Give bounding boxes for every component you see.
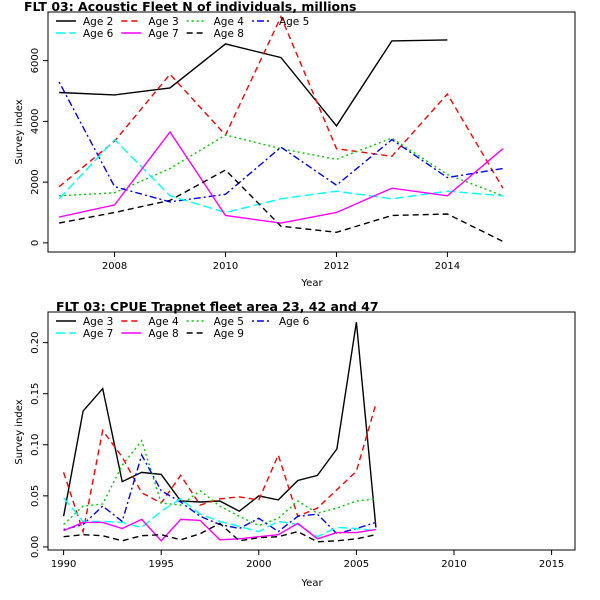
plot-area (47, 311, 576, 551)
plot-area (47, 11, 576, 253)
legend-label: Age 8 (148, 328, 178, 340)
y-tick-label: 4000 (30, 109, 41, 134)
x-tick-label: 1990 (51, 559, 76, 570)
series-line-age-8 (58, 169, 504, 243)
x-tick-label: 2014 (435, 261, 460, 272)
series-line-age-3 (62, 322, 377, 528)
x-tick-label: 2008 (102, 261, 127, 272)
x-axis-label: Year (300, 278, 323, 289)
series-line-age-8 (63, 518, 377, 542)
legend-label: Age 8 (214, 28, 244, 40)
legend-label: Age 5 (214, 316, 244, 328)
y-tick-label: 0.05 (30, 485, 41, 507)
series-line-age-5 (63, 439, 376, 527)
legend-label: Age 7 (148, 28, 178, 40)
series-line-age-2 (59, 39, 448, 128)
y-tick-label: 2000 (30, 169, 41, 194)
y-tick-label: 0.15 (30, 383, 41, 405)
legend-label: Age 7 (83, 328, 113, 340)
y-tick-label: 0 (30, 240, 41, 246)
y-tick-label: 0.10 (30, 434, 41, 456)
legend-label: Age 9 (214, 328, 244, 340)
chart-panel-cpue-trapnet: FLT 03: CPUE Trapnet fleet area 23, 42 a… (14, 299, 576, 589)
series-line-age-5 (58, 81, 504, 203)
series-line-age-9 (63, 522, 377, 543)
y-tick-label: 0.00 (30, 536, 41, 558)
legend-label: Age 2 (83, 16, 113, 28)
series-line-age-6 (63, 453, 377, 535)
series-line-age-3 (58, 14, 504, 189)
x-tick-label: 2005 (344, 559, 369, 570)
legend-label: Age 6 (279, 316, 310, 328)
legend-label: Age 4 (214, 16, 245, 28)
y-tick-label: 0.20 (30, 332, 41, 354)
chart-title: FLT 03: CPUE Trapnet fleet area 23, 42 a… (56, 299, 379, 314)
y-axis-label: Survey index (14, 99, 25, 164)
x-tick-label: 1995 (148, 559, 173, 570)
series-line-age-4 (62, 403, 377, 535)
legend-label: Age 6 (83, 28, 114, 40)
x-tick-label: 2015 (539, 559, 564, 570)
x-tick-label: 2010 (213, 261, 238, 272)
legend-label: Age 3 (148, 16, 178, 28)
x-tick-label: 2012 (324, 261, 349, 272)
legend-label: Age 3 (83, 316, 113, 328)
series-line-age-4 (59, 134, 504, 197)
legend-label: Age 4 (148, 316, 179, 328)
series-line-age-7 (58, 130, 504, 224)
legend-label: Age 5 (279, 16, 309, 28)
y-tick-label: 6000 (30, 48, 41, 73)
series-line-age-6 (58, 138, 503, 214)
chart-panel-acoustic-fleet: FLT 03: Acoustic Fleet N of individuals,… (14, 0, 576, 289)
series-line-age-7 (63, 497, 376, 538)
y-axis-label: Survey index (14, 399, 25, 464)
x-axis-label: Year (300, 578, 323, 589)
chart-title: FLT 03: Acoustic Fleet N of individuals,… (24, 0, 356, 14)
x-tick-label: 2010 (441, 559, 466, 570)
x-tick-label: 2000 (246, 559, 271, 570)
